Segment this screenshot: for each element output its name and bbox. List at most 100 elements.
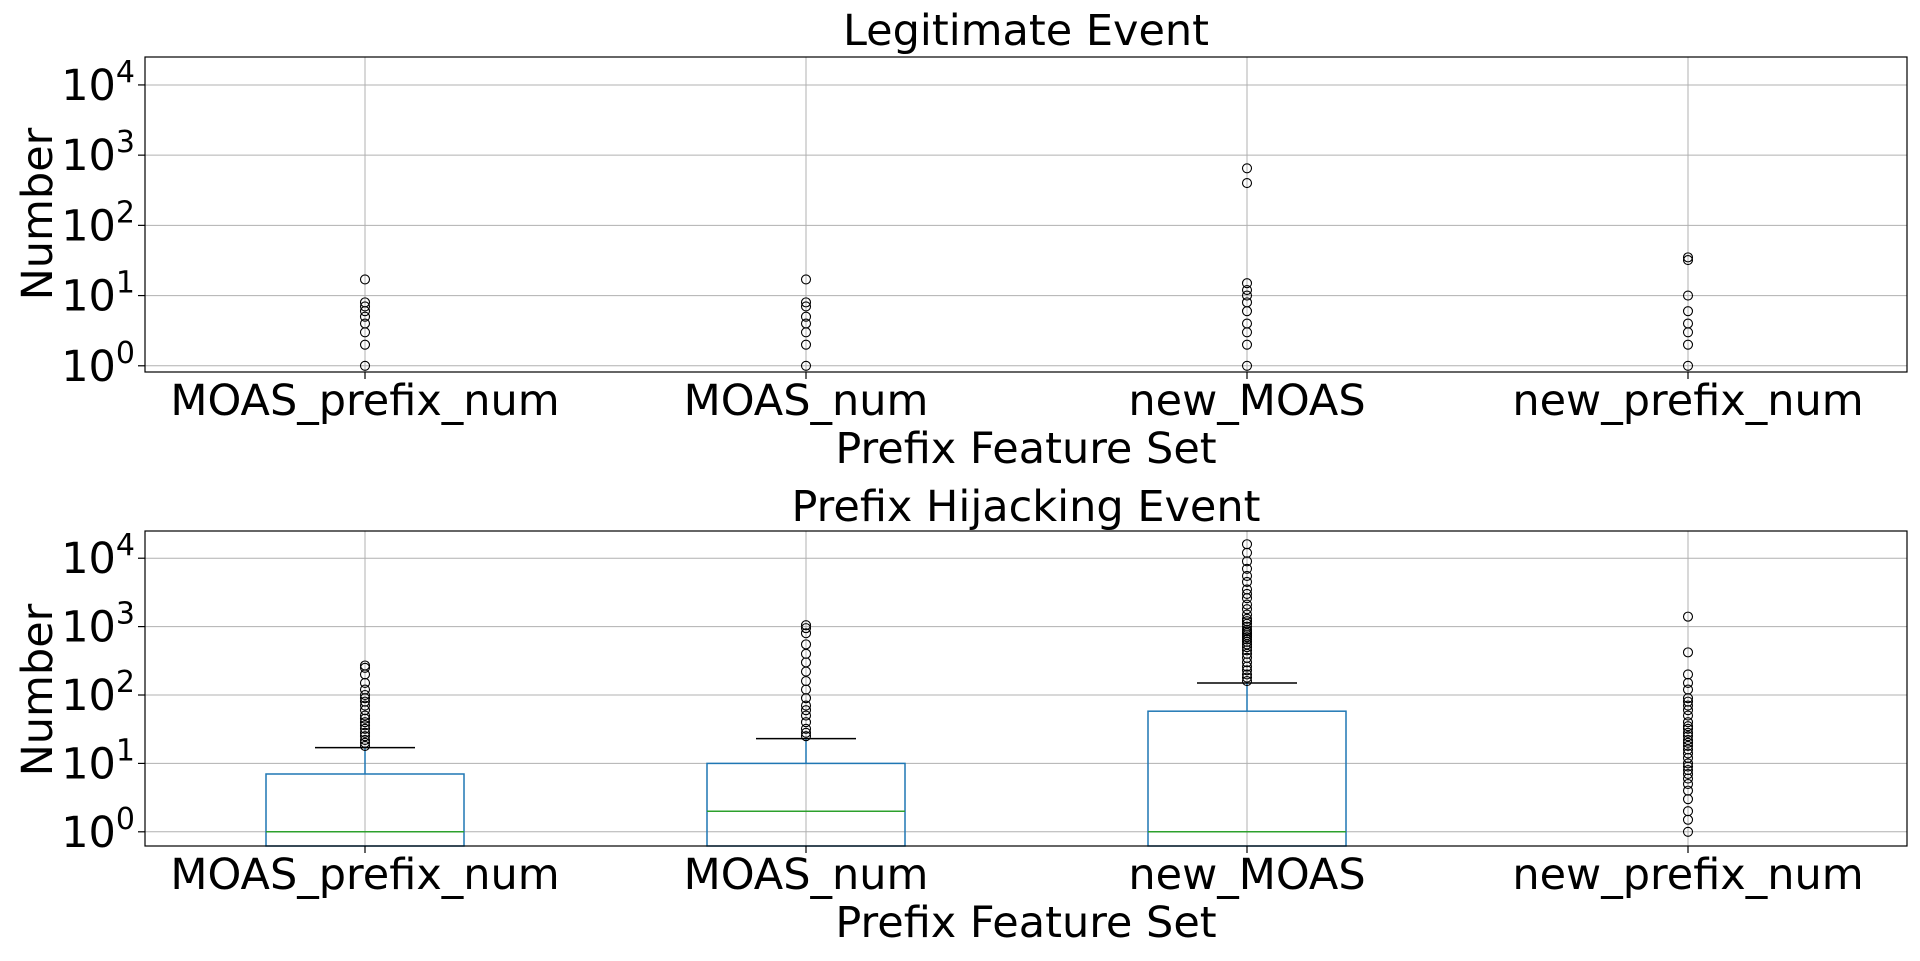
x-tick-label: MOAS_prefix_num — [170, 376, 559, 426]
x-tick-labels: MOAS_prefix_num MOAS_num new_MOAS new_prefi… — [170, 372, 1864, 426]
flier-point — [800, 723, 812, 734]
flier-point — [359, 717, 371, 728]
flier-point — [359, 720, 371, 731]
flier-point — [1682, 748, 1694, 759]
y-tick-exponent: 3 — [116, 597, 135, 632]
x-axis-label: Prefix Feature Set — [835, 898, 1216, 948]
y-tick-label: 104 — [61, 528, 135, 584]
flier-point — [1682, 710, 1694, 721]
y-tick-label: 100 — [61, 802, 135, 858]
flier-point — [1241, 613, 1253, 624]
x-tick-label: new_prefix_num — [1512, 376, 1863, 426]
flier-point — [1682, 758, 1694, 769]
flier-point — [1241, 604, 1253, 615]
flier-point — [1241, 669, 1253, 680]
flier-point — [1682, 669, 1694, 680]
flier-point — [1682, 255, 1694, 266]
flier-point — [1241, 599, 1253, 610]
y-tick-exponent: 4 — [116, 528, 135, 563]
flier-point — [1682, 785, 1694, 796]
flier-point — [1682, 306, 1694, 317]
flier-point — [1241, 616, 1253, 627]
y-tick-base: 10 — [61, 603, 116, 653]
flier-point — [1682, 721, 1694, 732]
flier-point — [359, 710, 371, 721]
chart-title: Prefix Hijacking Event — [791, 482, 1260, 532]
y-tick-label: 103 — [61, 125, 135, 181]
box-group — [706, 620, 906, 847]
flier-point — [800, 705, 812, 716]
flier-point — [1682, 339, 1694, 350]
flier-point — [359, 360, 371, 371]
x-tick-label: new_MOAS — [1128, 850, 1365, 900]
flier-point — [1241, 284, 1253, 296]
flier-point — [1241, 588, 1253, 600]
flier-point — [1241, 652, 1253, 663]
box-group — [359, 274, 371, 371]
flier-point — [1682, 734, 1694, 746]
flier-point — [359, 274, 371, 285]
flier-point — [800, 717, 812, 728]
flier-point — [359, 297, 371, 308]
y-tick-base: 10 — [61, 342, 116, 392]
y-tick-exponent: 1 — [116, 266, 135, 301]
y-tick-label: 101 — [61, 266, 135, 322]
flier-point — [1241, 297, 1253, 308]
flier-point — [800, 731, 812, 742]
flier-point — [1241, 621, 1253, 632]
flier-point — [1682, 696, 1694, 707]
flier-point — [1682, 611, 1694, 622]
flier-point — [1241, 339, 1253, 350]
flier-point — [1682, 700, 1694, 711]
flier-point — [1682, 717, 1694, 728]
y-tick-base: 10 — [61, 201, 116, 251]
flier-point — [359, 723, 371, 734]
flier-point — [359, 731, 371, 742]
x-axis-label: Prefix Feature Set — [835, 424, 1216, 474]
flier-point — [1682, 737, 1694, 748]
flier-point — [1241, 539, 1253, 550]
flier-point — [800, 360, 812, 371]
flier-point — [359, 727, 371, 738]
flier-point — [1682, 723, 1694, 734]
flier-point — [1241, 318, 1253, 329]
box-group — [1682, 252, 1694, 371]
flier-point — [1241, 290, 1253, 301]
x-tick-label: MOAS_num — [684, 376, 929, 426]
box-group — [1241, 163, 1253, 371]
y-tick-base: 10 — [61, 61, 116, 111]
y-tick-exponent: 4 — [116, 55, 135, 90]
plot-marks — [359, 163, 1694, 371]
y-axis-label: Number — [13, 603, 63, 776]
flier-point — [1682, 684, 1694, 695]
flier-point — [359, 696, 371, 707]
flier-point — [359, 700, 371, 711]
y-tick-label: 104 — [61, 55, 135, 111]
flier-point — [1241, 675, 1253, 687]
y-tick-base: 10 — [61, 671, 116, 721]
y-axis-label: Number — [13, 127, 63, 300]
flier-point — [1241, 163, 1253, 174]
flier-point — [359, 318, 371, 329]
plot-marks — [265, 539, 1694, 847]
y-tick-label: 101 — [61, 733, 135, 789]
flier-point — [800, 301, 812, 312]
y-tick-exponent: 0 — [116, 336, 135, 371]
flier-point — [1682, 764, 1694, 776]
flier-point — [359, 339, 371, 350]
flier-point — [1241, 672, 1253, 683]
flier-point — [800, 727, 812, 738]
flier-point — [1682, 647, 1694, 658]
flier-point — [1241, 642, 1253, 653]
flier-point — [800, 639, 812, 650]
y-tick-base: 10 — [61, 131, 116, 181]
flier-point — [1682, 318, 1694, 329]
y-tick-label: 100 — [61, 336, 135, 392]
flier-point — [1682, 727, 1694, 738]
flier-point — [1241, 584, 1253, 595]
flier-point — [800, 274, 812, 285]
flier-point — [1241, 570, 1253, 582]
box-group — [265, 660, 465, 847]
